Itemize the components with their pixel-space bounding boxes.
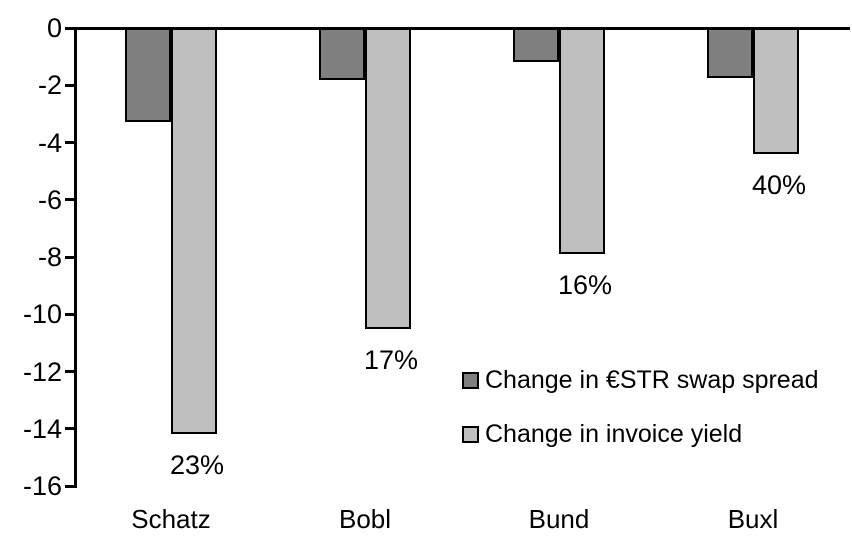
data-label-bund: 16%	[557, 270, 613, 301]
y-axis-tick	[65, 484, 74, 488]
y-axis-tick-label: -4	[37, 127, 62, 158]
y-axis-tick-label: -10	[22, 299, 62, 330]
y-axis-tick	[65, 26, 74, 30]
y-axis-tick-label: -16	[22, 471, 62, 501]
bar-invoice-yield-buxl	[753, 28, 799, 154]
category-label-buxl: Buxl	[727, 504, 779, 534]
y-axis-tick-label: -14	[22, 413, 62, 444]
bar-swap-spread-buxl	[707, 28, 753, 79]
bar-swap-spread-bund	[513, 28, 559, 63]
y-axis-tick-label: 0	[46, 13, 62, 43]
y-axis-tick	[65, 141, 74, 144]
legend: Change in €STR swap spread Change in inv…	[462, 366, 819, 476]
bar-swap-spread-schatz	[125, 28, 171, 123]
y-axis-tick	[65, 83, 74, 87]
bar-swap-spread-bobl	[319, 28, 365, 80]
y-axis-tick	[65, 427, 74, 431]
category-label-bobl: Bobl	[338, 504, 392, 534]
legend-item-invoice-yield: Change in invoice yield	[462, 420, 819, 448]
bar-invoice-yield-schatz	[171, 28, 217, 435]
y-axis-tick	[65, 312, 74, 316]
y-axis-line	[74, 27, 77, 488]
y-axis-tick-label: -2	[37, 70, 62, 101]
legend-swatch-invoice-yield	[462, 426, 479, 443]
y-axis-tick-label: -12	[22, 356, 62, 387]
bar-invoice-yield-bund	[559, 28, 605, 255]
y-axis-tick	[65, 370, 74, 373]
y-axis-tick	[65, 255, 74, 259]
y-axis-tick-label: -6	[37, 184, 62, 215]
legend-label-swap-spread: Change in €STR swap spread	[485, 366, 819, 394]
legend-item-swap-spread: Change in €STR swap spread	[462, 366, 819, 394]
y-axis-tick	[65, 198, 74, 202]
data-label-bobl: 17%	[363, 344, 419, 375]
data-label-buxl: 40%	[751, 169, 807, 200]
data-label-schatz: 23%	[169, 450, 225, 481]
y-axis-tick-label: -8	[37, 242, 62, 272]
legend-swatch-swap-spread	[462, 372, 479, 389]
legend-label-invoice-yield: Change in invoice yield	[485, 420, 743, 448]
bar-invoice-yield-bobl	[365, 28, 411, 329]
category-label-schatz: Schatz	[131, 504, 211, 534]
zero-baseline	[74, 27, 850, 30]
category-label-bund: Bund	[528, 504, 590, 534]
